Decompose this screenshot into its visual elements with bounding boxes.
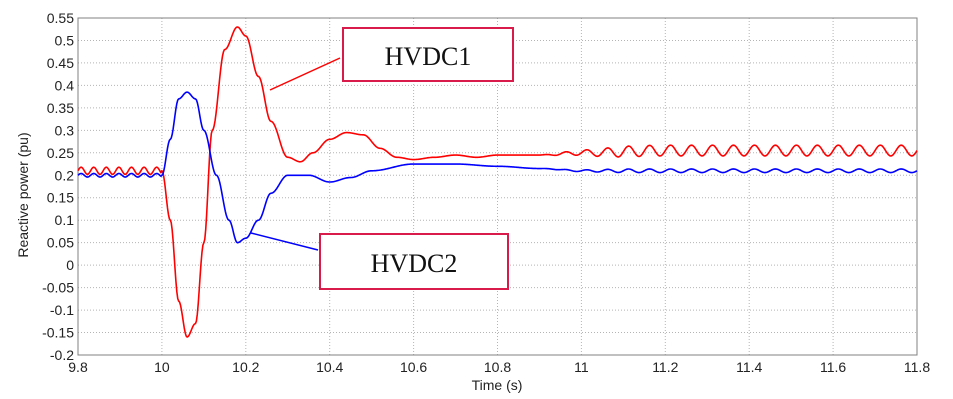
- y-tick-label: 0.05: [47, 235, 74, 251]
- callout-hvdc1: HVDC1: [269, 27, 514, 91]
- x-tick-label: 11.2: [652, 359, 678, 375]
- x-tick-label: 11.6: [820, 359, 846, 375]
- x-axis-label: Time (s): [472, 377, 523, 393]
- y-tick-label: 0.1: [55, 212, 75, 228]
- y-tick-label: 0.45: [47, 55, 74, 71]
- series-group: [77, 26, 918, 338]
- y-tick-label: 0.15: [47, 190, 74, 206]
- x-tick-label: 10.8: [484, 359, 511, 375]
- x-tick-label: 11: [574, 359, 589, 375]
- x-tick-label: 10.4: [316, 359, 343, 375]
- y-tick-label: 0.2: [55, 167, 75, 183]
- y-tick-label: 0: [66, 257, 74, 273]
- callout-hvdc2: HVDC2: [250, 232, 509, 290]
- y-tick-label: 0.4: [55, 77, 75, 93]
- y-tick-label: -0.2: [50, 347, 74, 363]
- y-tick-label: -0.05: [42, 280, 74, 296]
- callout-hvdc2-box: [319, 233, 509, 290]
- y-tick-label: -0.1: [50, 302, 74, 318]
- series-hvdc1-line: [77, 26, 918, 338]
- plot-frame: [77, 17, 918, 356]
- callout-hvdc1-box: [342, 27, 514, 82]
- y-tick-labels: -0.2 -0.15 -0.1 -0.05 0 0.05 0.1 0.15 0.2 0.25 0.3…: [42, 10, 74, 363]
- x-tick-labels: 9.8 10 10.2 10.4 10.6 10.8 11 11.2 11.4 11.6 11.8: [68, 359, 930, 375]
- callout-hvdc2-label: HVDC2: [371, 249, 458, 278]
- callout-hvdc2-leader: [250, 232, 319, 251]
- callout-hvdc1-label: HVDC1: [385, 42, 472, 71]
- y-tick-label: -0.15: [42, 325, 74, 341]
- x-tick-label: 11.8: [904, 359, 930, 375]
- y-tick-label: 0.25: [47, 145, 74, 161]
- x-tick-label: 10: [154, 359, 170, 375]
- x-tick-label: 10.6: [400, 359, 427, 375]
- y-tick-label: 0.55: [47, 10, 74, 26]
- x-tick-label: 9.8: [68, 359, 88, 375]
- y-axis-label: Reactive power (pu): [15, 132, 31, 257]
- x-tick-label: 11.4: [736, 359, 762, 375]
- y-tick-label: 0.35: [47, 100, 74, 116]
- x-tick-label: 10.2: [232, 359, 259, 375]
- y-tick-label: 0.5: [55, 32, 75, 48]
- callout-hvdc1-leader: [269, 57, 341, 91]
- y-tick-label: 0.3: [55, 122, 75, 138]
- series-hvdc2-line: [77, 91, 918, 244]
